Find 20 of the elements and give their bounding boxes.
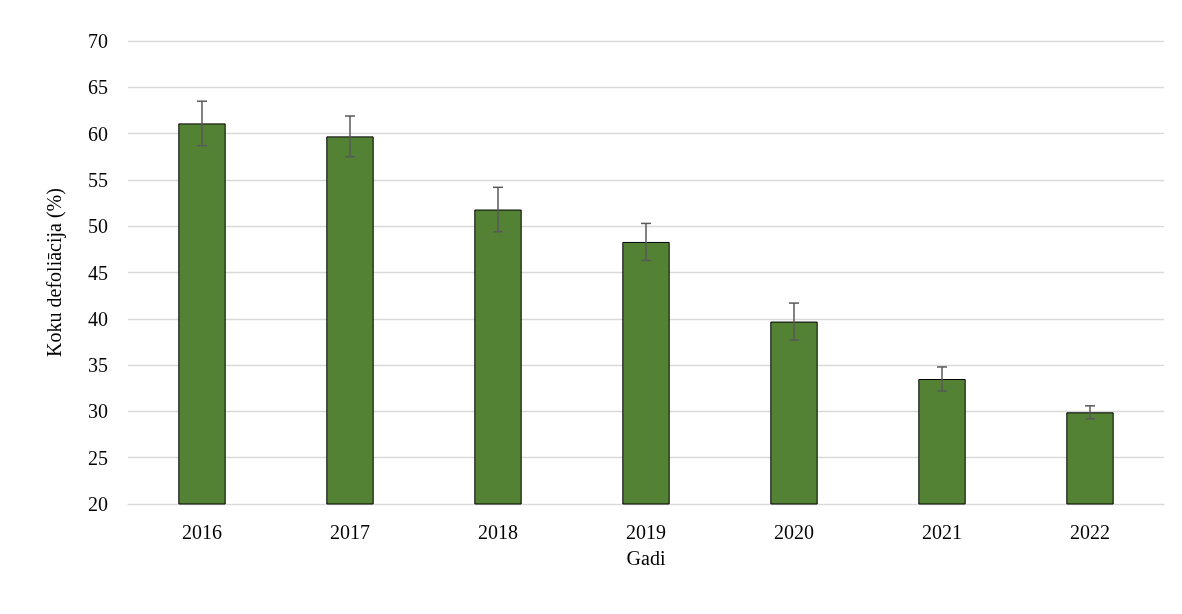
y-tick-label: 65 bbox=[88, 76, 108, 99]
x-tick-label: 2020 bbox=[774, 521, 814, 543]
y-tick-label: 20 bbox=[88, 493, 108, 515]
y-tick-label: 55 bbox=[88, 168, 108, 191]
x-tick-label: 2022 bbox=[1070, 521, 1110, 543]
y-tick-label: 60 bbox=[88, 122, 108, 145]
y-tick-label: 25 bbox=[88, 446, 108, 469]
x-tick-label: 2016 bbox=[182, 521, 222, 543]
y-tick-label: 45 bbox=[88, 261, 108, 284]
y-tick-label: 70 bbox=[88, 30, 108, 52]
y-tick-label: 35 bbox=[88, 354, 108, 377]
x-tick-label: 2018 bbox=[478, 521, 518, 543]
y-tick-label: 40 bbox=[88, 307, 108, 330]
x-tick-label: 2019 bbox=[626, 521, 666, 543]
y-axis-title: Koku defoliācija (%) bbox=[43, 188, 66, 357]
x-tick-label: 2017 bbox=[330, 521, 370, 543]
x-tick-label: 2021 bbox=[922, 521, 962, 543]
x-axis-title: Gadi bbox=[626, 547, 666, 569]
y-tick-label: 50 bbox=[88, 215, 108, 238]
y-tick-label: 30 bbox=[88, 400, 108, 423]
